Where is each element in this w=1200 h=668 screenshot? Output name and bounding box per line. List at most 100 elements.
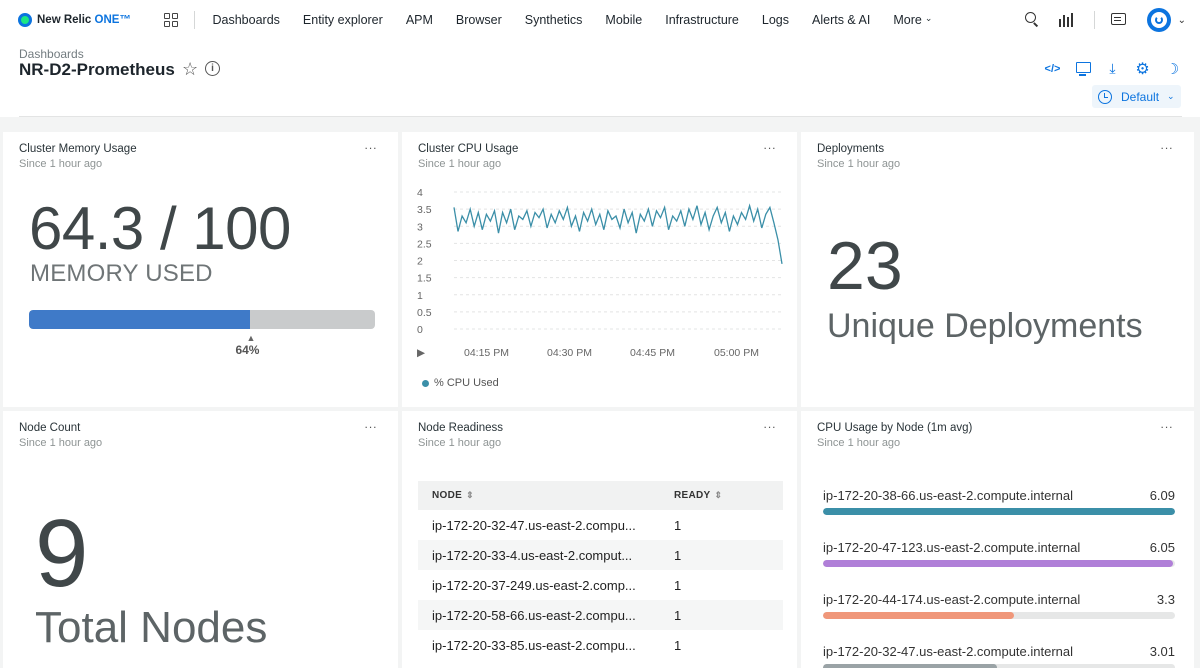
node-bar-track bbox=[823, 560, 1175, 567]
nav-item-alerts-ai[interactable]: Alerts & AI bbox=[812, 13, 871, 27]
nav-right-tools: ⌄ bbox=[1022, 0, 1200, 40]
cell-node: ip-172-20-37-249.us-east-2.comp... bbox=[432, 577, 636, 593]
header-divider bbox=[19, 116, 1182, 117]
column-header-label: NODE bbox=[432, 490, 463, 501]
favorite-star-icon[interactable]: ☆ bbox=[182, 59, 199, 79]
more-chevron-down-icon: ⌄ bbox=[924, 13, 933, 23]
widget-subtitle: Since 1 hour ago bbox=[19, 158, 103, 170]
widget-cluster-cpu: Cluster CPU Usage Since 1 hour ago ... 0… bbox=[402, 132, 797, 407]
nav-item-apm[interactable]: APM bbox=[405, 13, 433, 27]
nav-item-infrastructure[interactable]: Infrastructure bbox=[665, 13, 739, 27]
readiness-table: NODE ⇕ READY ⇕ ip-172-20-32-47.us-east-2.c… bbox=[418, 481, 783, 660]
new-relic-logo[interactable]: New Relic ONE™ bbox=[18, 13, 138, 27]
search-icon[interactable] bbox=[1022, 10, 1042, 30]
user-menu-chevron-down-icon[interactable]: ⌄ bbox=[1177, 14, 1186, 26]
widget-menu-ellipsis-icon[interactable]: ... bbox=[763, 417, 777, 431]
memory-pointer-triangle-icon: ▲ bbox=[246, 333, 256, 343]
chart-legend[interactable]: % CPU Used bbox=[422, 377, 499, 389]
info-icon[interactable]: i bbox=[205, 61, 220, 76]
node-name: ip-172-20-44-174.us-east-2.compute.inter… bbox=[823, 592, 1081, 607]
x-tick-label: 04:15 PM bbox=[464, 347, 509, 359]
widget-node-readiness: Node Readiness Since 1 hour ago ... NODE… bbox=[402, 411, 797, 668]
brand-suffix: ONE™ bbox=[94, 14, 131, 26]
column-header-ready[interactable]: READY ⇕ bbox=[660, 481, 783, 510]
cpu-line-chart[interactable]: 0 0.5 1 1.5 2 2.5 3 3.5 4 ▶︎ 04:15 PM 04:30 PM 04:45… bbox=[402, 132, 797, 372]
time-picker[interactable]: Default ⌄ bbox=[1092, 85, 1181, 108]
memory-progress-track bbox=[29, 310, 375, 329]
node-count-label: Total Nodes bbox=[35, 603, 268, 652]
nav-divider bbox=[194, 11, 195, 29]
legend-label: % CPU Used bbox=[434, 377, 499, 389]
node-name: ip-172-20-32-47.us-east-2.compute.intern… bbox=[823, 644, 1074, 659]
nav-item-dashboards[interactable]: Dashboards bbox=[212, 13, 280, 27]
cell-ready: 1 bbox=[674, 577, 682, 593]
breadcrumb[interactable]: Dashboards bbox=[19, 47, 84, 61]
y-tick-label: 3.5 bbox=[417, 204, 432, 216]
x-tick-label: 04:30 PM bbox=[547, 347, 592, 359]
node-bar-fill bbox=[823, 612, 1014, 619]
widget-deployments: Deployments Since 1 hour ago ... 23 Uniq… bbox=[801, 132, 1194, 407]
widget-cluster-memory: Cluster Memory Usage Since 1 hour ago ..… bbox=[3, 132, 398, 407]
table-row[interactable]: ip-172-20-58-66.us-east-2.compu... 1 bbox=[418, 600, 783, 630]
node-bar-fill bbox=[823, 664, 997, 668]
y-tick-label: 4 bbox=[417, 187, 423, 199]
series-line-cpu-used[interactable] bbox=[453, 203, 783, 265]
cell-node: ip-172-20-32-47.us-east-2.compu... bbox=[432, 517, 636, 533]
dark-mode-moon-icon[interactable]: ☽ bbox=[1165, 60, 1180, 78]
memory-value: 64.3 / 100 bbox=[29, 195, 291, 262]
cell-node: ip-172-20-33-85.us-east-2.compu... bbox=[432, 637, 636, 653]
table-row[interactable]: ip-172-20-37-249.us-east-2.comp... 1 bbox=[418, 570, 783, 600]
widget-node-count: Node Count Since 1 hour ago ... 9 Total … bbox=[3, 411, 398, 668]
x-tick-label: 04:45 PM bbox=[630, 347, 675, 359]
user-avatar[interactable] bbox=[1146, 8, 1171, 32]
column-header-node[interactable]: NODE ⇕ bbox=[418, 481, 660, 510]
table-row[interactable]: ip-172-20-33-4.us-east-2.comput... 1 bbox=[418, 540, 783, 570]
widget-subtitle: Since 1 hour ago bbox=[817, 158, 901, 170]
widget-title: Cluster CPU Usage bbox=[418, 143, 519, 155]
table-row[interactable]: ip-172-20-32-47.us-east-2.compu... 1 bbox=[418, 510, 783, 540]
download-icon[interactable]: ⤓ bbox=[1109, 60, 1116, 76]
widget-menu-ellipsis-icon[interactable]: ... bbox=[1160, 417, 1174, 431]
feedback-icon[interactable] bbox=[1109, 10, 1129, 30]
x-tick-label: ▶︎ bbox=[417, 347, 426, 359]
node-name: ip-172-20-38-66.us-east-2.compute.intern… bbox=[823, 488, 1074, 503]
deployments-value: 23 bbox=[827, 228, 903, 304]
cell-ready: 1 bbox=[674, 637, 682, 653]
tv-mode-icon[interactable] bbox=[1073, 59, 1092, 78]
nav-item-synthetics[interactable]: Synthetics bbox=[524, 13, 583, 27]
widget-title: Node Count bbox=[19, 422, 81, 434]
node-cpu-value: 6.09 bbox=[1149, 488, 1175, 503]
nav-item-logs[interactable]: Logs bbox=[761, 13, 789, 27]
y-tick-label: 1.5 bbox=[417, 273, 432, 285]
widget-menu-ellipsis-icon[interactable]: ... bbox=[1160, 138, 1174, 152]
widget-menu-ellipsis-icon[interactable]: ... bbox=[763, 138, 777, 152]
cell-node: ip-172-20-58-66.us-east-2.compu... bbox=[418, 600, 660, 630]
memory-percent-label: 64% bbox=[235, 343, 260, 357]
nav-item-browser[interactable]: Browser bbox=[455, 13, 502, 27]
y-tick-label: 1 bbox=[417, 290, 423, 302]
settings-gear-icon[interactable]: ⚙ bbox=[1135, 60, 1150, 78]
apps-grid-icon[interactable] bbox=[164, 13, 178, 27]
nav-item-mobile[interactable]: Mobile bbox=[605, 13, 643, 27]
y-tick-label: 0.5 bbox=[417, 307, 432, 319]
nav-item-entity-explorer[interactable]: Entity explorer bbox=[302, 13, 383, 27]
sort-icon: ⇕ bbox=[714, 490, 723, 500]
widget-cpu-by-node: CPU Usage by Node (1m avg) Since 1 hour … bbox=[801, 411, 1194, 668]
query-chart-icon[interactable] bbox=[1056, 10, 1076, 30]
widget-menu-ellipsis-icon[interactable]: ... bbox=[364, 138, 378, 152]
node-bar-fill bbox=[823, 560, 1173, 567]
cell-node: ip-172-20-33-4.us-east-2.comput... bbox=[418, 540, 660, 570]
code-icon[interactable]: </> bbox=[1044, 62, 1061, 75]
header-tools: </> ⤓ ⚙ ☽ bbox=[1043, 59, 1182, 78]
widget-title: Node Readiness bbox=[418, 422, 504, 434]
node-bar-track bbox=[823, 508, 1175, 515]
node-bar-fill bbox=[823, 508, 1175, 515]
sort-icon: ⇕ bbox=[466, 490, 474, 500]
nav-item-more[interactable]: More bbox=[893, 13, 922, 27]
y-tick-label: 0 bbox=[417, 324, 423, 336]
cell-ready: 1 bbox=[674, 517, 682, 533]
table-row[interactable]: ip-172-20-33-85.us-east-2.compu... 1 bbox=[418, 630, 783, 660]
top-nav: New Relic ONE™ Dashboards Entity explorer… bbox=[0, 0, 1200, 40]
time-picker-label: Default bbox=[1121, 89, 1160, 104]
widget-menu-ellipsis-icon[interactable]: ... bbox=[364, 417, 378, 431]
